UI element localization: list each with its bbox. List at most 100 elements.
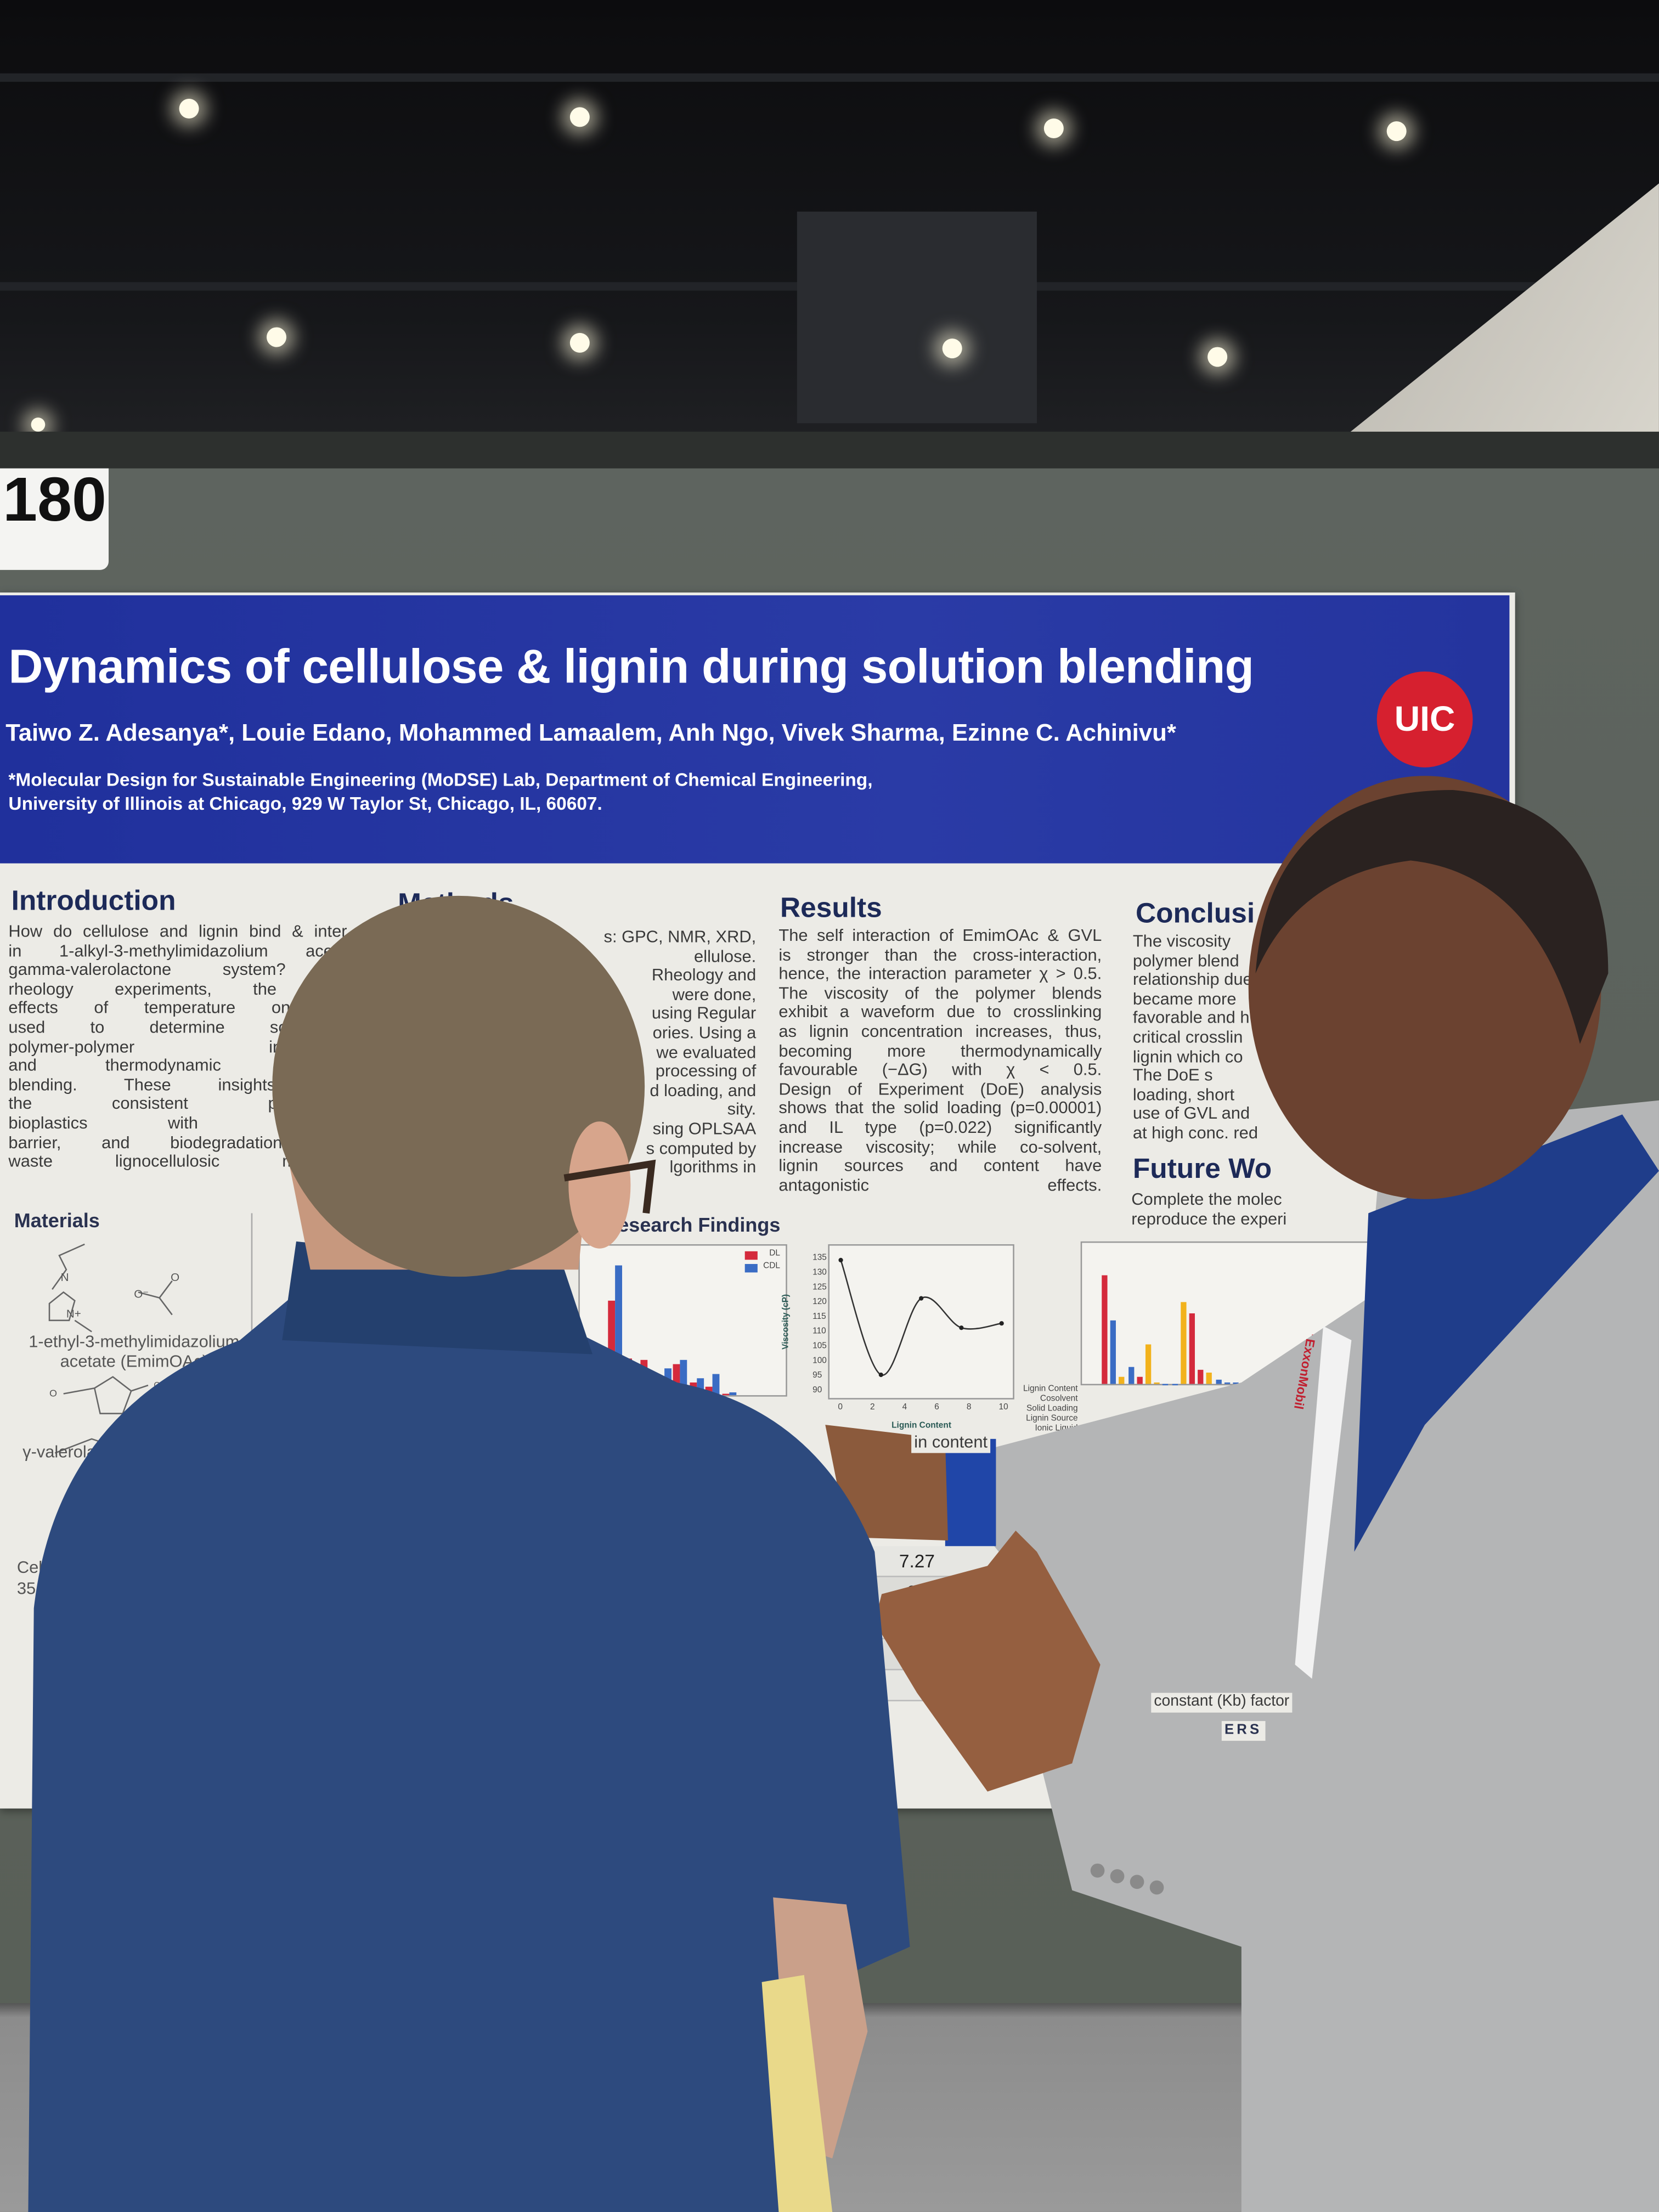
doe-bar xyxy=(1154,1382,1160,1384)
man-right-hair xyxy=(1255,789,1609,1044)
bar-dl xyxy=(721,1393,729,1396)
results-heading: Results xyxy=(780,893,882,924)
y-tick-label: 135 xyxy=(812,1253,827,1262)
man-right-cuff xyxy=(945,1438,996,1547)
uic-logo: UIC xyxy=(1376,671,1473,768)
poster-title: Dynamics of cellulose & lignin during so… xyxy=(8,640,1254,695)
text-line: became more xyxy=(1132,988,1237,1008)
text-line: lignin which co xyxy=(1132,1046,1243,1066)
y-tick-label: 105 xyxy=(812,1341,827,1351)
doe-row-label: Cosolvent xyxy=(1040,1395,1078,1404)
y-tick-label: 110 xyxy=(812,1327,826,1336)
poster-banner: Dynamics of cellulose & lignin during so… xyxy=(0,595,1510,864)
text-line: sing OPLSAA xyxy=(652,1118,757,1138)
text-line: sity. xyxy=(727,1099,757,1120)
text-line: becoming more thermodynamically xyxy=(778,1040,1102,1060)
doe-row-label: Solid Loading xyxy=(1026,1405,1078,1414)
man-left-shirt xyxy=(28,1269,910,2212)
text-line: use of GVL and xyxy=(1132,1103,1250,1124)
text-line: at high conc. red xyxy=(1132,1122,1259,1143)
results-text: The self interaction of EmimOAc & GVL is … xyxy=(778,925,1102,1195)
suit-button xyxy=(1149,1880,1164,1895)
y-tick-label: 120 xyxy=(812,1297,827,1306)
text-line: favorable and h xyxy=(1132,1007,1250,1028)
doe-bar xyxy=(1119,1376,1125,1384)
text-line: processing of xyxy=(655,1061,757,1081)
text-line: The self interaction of EmimOAc & GVL xyxy=(778,925,1102,945)
x-tick-label: 6 xyxy=(934,1402,939,1412)
text-line: The viscosity of the polymer blends xyxy=(778,983,1102,1003)
data-point xyxy=(878,1372,883,1378)
y-tick-label: 115 xyxy=(812,1312,826,1321)
text-line: increase viscosity; while co-solvent, xyxy=(778,1136,1102,1156)
text-line: is stronger than the cross-interaction, xyxy=(778,944,1102,964)
text-line: ories. Using a xyxy=(652,1023,757,1043)
text-line: polymer blend xyxy=(1132,950,1239,970)
doe-bar xyxy=(1128,1367,1134,1384)
affiliation-line: University of Illinois at Chicago, 929 W… xyxy=(8,793,602,814)
notebook xyxy=(761,1974,833,2212)
legend-label-dl: DL xyxy=(769,1250,780,1259)
svg-text:N+: N+ xyxy=(66,1308,81,1321)
text-line: The viscosity xyxy=(1132,931,1231,951)
text-line: Complete the molec xyxy=(1131,1189,1282,1209)
text-line: rheology experiments, the visc xyxy=(8,978,347,998)
suit-button xyxy=(1090,1863,1105,1878)
data-point xyxy=(999,1321,1004,1326)
text-line: we evaluated xyxy=(656,1042,757,1062)
text-line: d loading, and xyxy=(650,1080,757,1101)
man-left-ear xyxy=(568,1121,631,1249)
legend-swatch-dl xyxy=(744,1251,758,1260)
text-line: relationship due xyxy=(1132,969,1252,990)
man-left-head xyxy=(272,895,645,1277)
man-right-gesturing-hand xyxy=(874,1530,1101,1792)
emim-label-line: 1-ethyl-3-methylimidazolium xyxy=(29,1331,240,1352)
data-point xyxy=(838,1257,843,1263)
ceiling-light xyxy=(1207,347,1228,367)
introduction-heading: Introduction xyxy=(11,885,176,917)
ceiling-light xyxy=(942,338,962,359)
text-line: Rheology and xyxy=(651,965,757,985)
doe-bar xyxy=(1137,1376,1143,1384)
x-tick-label: 4 xyxy=(902,1402,907,1412)
text-line: favourable (−ΔG) with χ < 0.5. xyxy=(778,1059,1102,1080)
line-chart-caption: in content xyxy=(911,1432,991,1453)
future-work-heading: Future Wo xyxy=(1132,1154,1272,1185)
doe-bar xyxy=(1180,1301,1187,1384)
text-line: critical crosslin xyxy=(1132,1026,1243,1047)
y-tick-label: 130 xyxy=(812,1268,827,1277)
text-line: and IL type (p=0.022) significantly xyxy=(778,1117,1102,1137)
ceiling-duct xyxy=(797,211,1037,424)
data-point xyxy=(959,1325,964,1330)
svg-text:N: N xyxy=(61,1271,69,1284)
materials-heading: Materials xyxy=(14,1209,100,1232)
line-plot: 90 95 100 105 110 115 120 125 130 135 0 2 4 6 8 10 xyxy=(812,1253,1008,1412)
text-line: exhibit a waveform due to crosslinking xyxy=(778,1002,1102,1022)
text-line: s: GPC, NMR, XRD, xyxy=(603,927,757,947)
doe-bar xyxy=(1145,1344,1152,1384)
text-line: How do cellulose and lignin bind & inter xyxy=(8,921,347,941)
emim-label: 1-ethyl-3-methylimidazolium acetate (Emi… xyxy=(14,1331,254,1371)
poster-authors: Taiwo Z. Adesanya*, Louie Edano, Mohamme… xyxy=(5,719,1176,747)
text-line: reproduce the experi xyxy=(1131,1208,1287,1228)
svg-text:O: O xyxy=(171,1271,179,1284)
text-line: antagonistic effects. xyxy=(778,1175,1102,1195)
x-tick-label: 0 xyxy=(838,1402,843,1412)
ceiling-light xyxy=(266,327,286,347)
ceiling-light xyxy=(569,332,590,353)
research-findings-heading: esearch Findings xyxy=(618,1213,781,1236)
bar-cdl xyxy=(712,1374,720,1396)
text-line: using Regular xyxy=(651,1003,757,1024)
text-line: The DoE s xyxy=(1132,1065,1213,1085)
svg-text:O: O xyxy=(49,1388,57,1399)
text-line: shows that the solid loading (p=0.00001) xyxy=(778,1098,1102,1118)
text-line: s computed by xyxy=(646,1137,757,1158)
doe-bar xyxy=(1215,1379,1221,1384)
text-line: gamma-valerolactone system? T xyxy=(8,960,347,980)
emim-ring-icon xyxy=(52,1243,85,1290)
bar-cdl xyxy=(729,1391,736,1396)
text-line: were done, xyxy=(672,984,757,1005)
x-tick-label: 8 xyxy=(967,1402,972,1412)
text-line: lgorithms in xyxy=(669,1156,757,1177)
